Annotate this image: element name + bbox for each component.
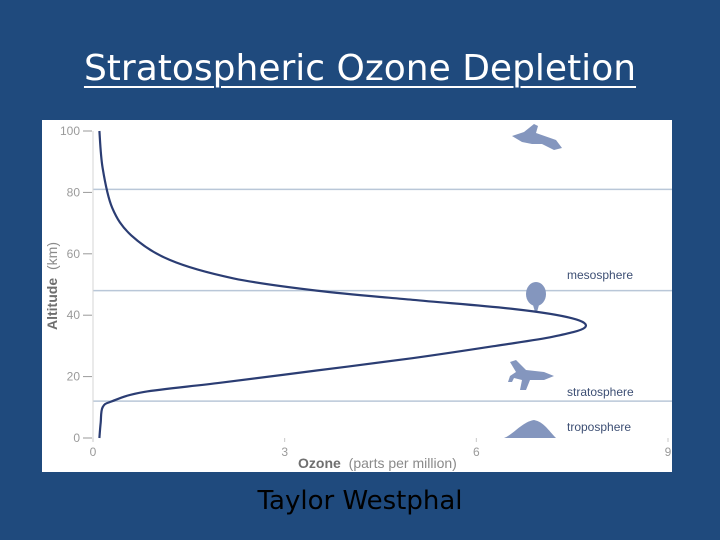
airplane-icon bbox=[508, 360, 554, 390]
x-axis-label: Ozone (parts per million) bbox=[298, 455, 457, 471]
y-axis-title: Altitude bbox=[44, 278, 60, 330]
x-tick-label: 3 bbox=[281, 445, 288, 459]
author-name: Taylor Westphal bbox=[257, 486, 463, 516]
x-ticks: 0 3 6 9 bbox=[90, 438, 672, 459]
layer-label-troposphere: troposphere bbox=[567, 420, 631, 434]
y-ticks: 0 20 40 60 80 100 bbox=[60, 124, 92, 445]
y-tick-label: 100 bbox=[60, 124, 80, 138]
x-axis-unit: (parts per million) bbox=[349, 455, 457, 471]
layer-label-stratosphere: stratosphere bbox=[567, 385, 634, 399]
ozone-profile-chart: 0 20 40 60 80 100 0 3 6 9 Altitude (km) Ozone (p… bbox=[42, 120, 672, 472]
space-shuttle-icon bbox=[512, 124, 562, 150]
y-axis-unit: (km) bbox=[44, 242, 60, 270]
chart-svg: 0 20 40 60 80 100 0 3 6 9 Altitude (km) Ozone (p… bbox=[44, 124, 672, 471]
balloon-icon bbox=[526, 282, 546, 312]
y-tick-label: 80 bbox=[67, 185, 81, 199]
layer-label-mesosphere: mesosphere bbox=[567, 268, 633, 282]
y-tick-label: 0 bbox=[73, 431, 80, 445]
ozone-profile-line bbox=[98, 130, 588, 439]
y-axis-label: Altitude (km) bbox=[44, 242, 60, 330]
slide-title: Stratospheric Ozone Depletion bbox=[83, 48, 637, 89]
y-tick-label: 20 bbox=[67, 370, 81, 384]
y-tick-label: 40 bbox=[67, 308, 81, 322]
x-axis-title: Ozone bbox=[298, 455, 341, 471]
x-tick-label: 0 bbox=[90, 445, 97, 459]
y-tick-label: 60 bbox=[67, 247, 81, 261]
x-tick-label: 9 bbox=[665, 445, 672, 459]
mountain-icon bbox=[504, 420, 556, 438]
layer-boundaries bbox=[93, 188, 672, 402]
x-tick-label: 6 bbox=[473, 445, 480, 459]
